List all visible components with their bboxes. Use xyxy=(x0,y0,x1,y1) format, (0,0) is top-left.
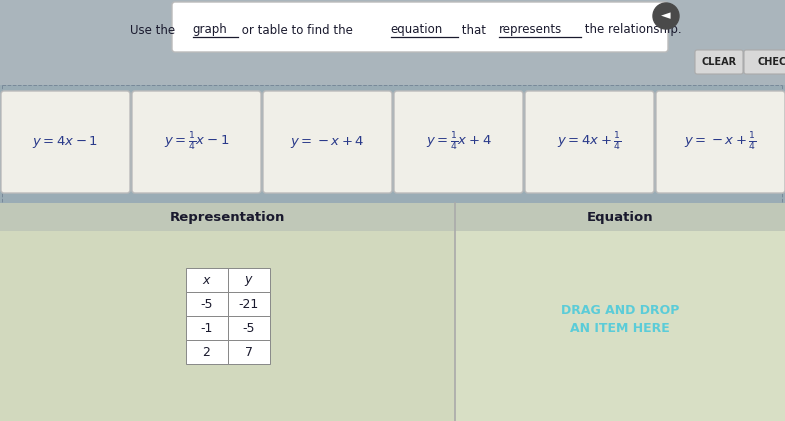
Text: 2: 2 xyxy=(203,346,210,359)
FancyBboxPatch shape xyxy=(744,50,785,74)
Text: -21: -21 xyxy=(239,298,258,311)
Bar xyxy=(228,292,269,316)
Text: represents: represents xyxy=(499,24,562,37)
Text: $y=-x+4$: $y=-x+4$ xyxy=(290,134,365,150)
FancyBboxPatch shape xyxy=(132,91,261,193)
Text: Use the: Use the xyxy=(130,24,178,37)
Bar xyxy=(455,231,785,421)
FancyBboxPatch shape xyxy=(172,2,668,52)
Text: CHEC: CHEC xyxy=(758,57,785,67)
FancyBboxPatch shape xyxy=(263,91,392,193)
Text: the relationship.: the relationship. xyxy=(581,24,681,37)
Text: $y=\frac{1}{4}x-1$: $y=\frac{1}{4}x-1$ xyxy=(164,131,229,153)
Text: Representation: Representation xyxy=(170,211,285,224)
Text: x: x xyxy=(203,274,210,287)
Bar xyxy=(0,231,455,421)
Bar xyxy=(228,316,269,340)
Text: -5: -5 xyxy=(243,322,255,335)
Text: $y=-x+\frac{1}{4}$: $y=-x+\frac{1}{4}$ xyxy=(685,131,757,153)
Text: graph: graph xyxy=(192,24,228,37)
Bar xyxy=(185,292,228,316)
FancyBboxPatch shape xyxy=(394,91,523,193)
Text: $y=4x-1$: $y=4x-1$ xyxy=(32,134,99,150)
Text: equation: equation xyxy=(391,24,443,37)
FancyBboxPatch shape xyxy=(1,91,130,193)
Text: $y=\frac{1}{4}x+4$: $y=\frac{1}{4}x+4$ xyxy=(425,131,491,153)
Text: DRAG AND DROP: DRAG AND DROP xyxy=(560,304,679,317)
Text: AN ITEM HERE: AN ITEM HERE xyxy=(570,322,670,335)
Bar xyxy=(185,340,228,364)
Bar xyxy=(228,268,269,292)
FancyBboxPatch shape xyxy=(656,91,785,193)
Text: CLEAR: CLEAR xyxy=(702,57,736,67)
FancyBboxPatch shape xyxy=(695,50,743,74)
Text: $y=4x+\frac{1}{4}$: $y=4x+\frac{1}{4}$ xyxy=(557,131,622,153)
Text: -1: -1 xyxy=(200,322,213,335)
Text: that: that xyxy=(458,24,490,37)
Circle shape xyxy=(653,3,679,29)
Text: 7: 7 xyxy=(244,346,253,359)
Bar xyxy=(185,316,228,340)
Text: -5: -5 xyxy=(200,298,213,311)
FancyBboxPatch shape xyxy=(525,91,654,193)
Bar xyxy=(228,340,269,364)
Bar xyxy=(0,85,785,203)
Bar xyxy=(185,268,228,292)
Text: ◄: ◄ xyxy=(661,10,671,22)
Text: or table to find the: or table to find the xyxy=(238,24,356,37)
Bar xyxy=(0,203,785,231)
Text: y: y xyxy=(245,274,252,287)
Text: Equation: Equation xyxy=(586,211,653,224)
